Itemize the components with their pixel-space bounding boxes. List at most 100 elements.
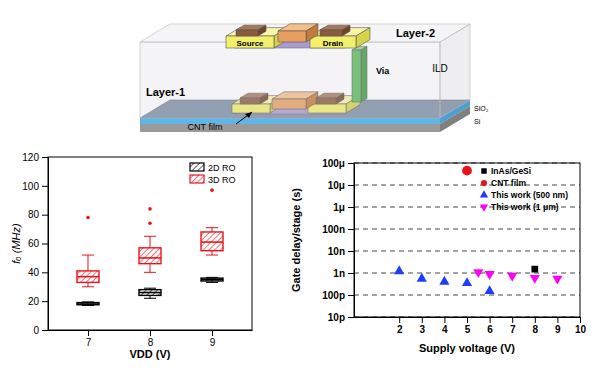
point bbox=[473, 269, 483, 278]
y-tick: 10μ bbox=[328, 180, 354, 191]
point bbox=[531, 266, 538, 273]
outlier bbox=[148, 207, 152, 211]
x-tick-label: 5 bbox=[465, 324, 471, 335]
whisker-cap bbox=[82, 286, 94, 287]
x-tick-label: 9 bbox=[210, 337, 216, 348]
y-tick-mark bbox=[348, 273, 354, 274]
box bbox=[139, 290, 161, 296]
plot-frame bbox=[48, 157, 252, 330]
x-tick: 9 bbox=[210, 330, 216, 348]
y-tick-mark bbox=[348, 163, 354, 164]
legend: 2D RO 3D RO bbox=[190, 163, 236, 185]
y-tick-mark bbox=[348, 295, 354, 296]
x-tick-mark bbox=[535, 317, 536, 323]
y-axis-line bbox=[354, 164, 355, 318]
whisker-cap bbox=[144, 272, 156, 273]
whisker-cap bbox=[206, 227, 218, 228]
x-tick: 8 bbox=[533, 317, 539, 335]
whisker bbox=[87, 255, 88, 271]
y-tick: 100n bbox=[322, 224, 354, 235]
x-tick-mark bbox=[467, 317, 468, 323]
point bbox=[507, 273, 517, 282]
diagram-label: Layer-2 bbox=[396, 27, 435, 39]
x-tick-label: 8 bbox=[533, 324, 539, 335]
y-tick-mark bbox=[42, 272, 48, 273]
y-tick-label: 10μ bbox=[328, 180, 345, 191]
legend-label: 2D RO bbox=[208, 163, 236, 173]
x-tick-mark bbox=[399, 317, 400, 323]
x-tick: 9 bbox=[555, 317, 561, 335]
gate-2-side bbox=[306, 24, 318, 42]
diagram-label: Source bbox=[236, 39, 264, 48]
diagram-label: Layer-1 bbox=[146, 86, 185, 98]
point bbox=[417, 273, 427, 282]
y-tick: 100p bbox=[322, 290, 354, 301]
scatter-chart: 234567891010p100p1n10n100n1μ10μ100μSuppl… bbox=[290, 158, 586, 354]
contact-2a-front bbox=[236, 30, 258, 36]
legend-swatch bbox=[190, 163, 204, 171]
y-tick-label: 1μ bbox=[333, 202, 345, 213]
x-tick-mark bbox=[422, 317, 423, 323]
x-axis-title: Supply voltage (V) bbox=[419, 342, 515, 354]
grid-line bbox=[354, 295, 580, 296]
box-chart: 020406080100120789VDD (V)fₒ (MHz)2D RO3D… bbox=[10, 152, 253, 360]
y-tick: 120 bbox=[22, 152, 48, 163]
legend-label: 3D RO bbox=[208, 175, 236, 185]
legend-swatch bbox=[190, 175, 204, 183]
y-tick: 1μ bbox=[333, 202, 354, 213]
legend-marker bbox=[481, 168, 486, 173]
x-tick: 6 bbox=[487, 317, 493, 335]
y-tick-mark bbox=[42, 186, 48, 187]
y-tick: 20 bbox=[28, 296, 48, 307]
drain-2-front bbox=[310, 36, 356, 48]
x-tick-label: 7 bbox=[510, 324, 516, 335]
whisker bbox=[150, 236, 151, 248]
contact-2a-side bbox=[258, 25, 266, 36]
y-tick-label: 10p bbox=[328, 312, 345, 323]
y-tick-label: 10n bbox=[328, 246, 345, 257]
box bbox=[201, 278, 223, 281]
ild-front bbox=[140, 42, 440, 118]
point bbox=[485, 271, 495, 280]
sio2-front bbox=[140, 118, 440, 124]
y-tick-mark bbox=[348, 317, 354, 318]
y-tick-mark bbox=[42, 330, 48, 331]
x-tick-label: 8 bbox=[148, 337, 154, 348]
boxes bbox=[77, 188, 223, 305]
point bbox=[552, 276, 562, 285]
legend-marker bbox=[481, 180, 487, 186]
x-tick-label: 4 bbox=[442, 324, 448, 335]
grid bbox=[354, 163, 580, 317]
y-tick-label: 100μ bbox=[322, 158, 345, 169]
point bbox=[439, 276, 449, 285]
box bbox=[139, 248, 161, 264]
whisker bbox=[150, 264, 151, 273]
whisker-cap bbox=[206, 255, 218, 256]
y-tick-mark bbox=[348, 185, 354, 186]
diagram-label: SiO₂ bbox=[474, 105, 489, 112]
box bbox=[77, 271, 99, 283]
x-tick-label: 10 bbox=[575, 324, 587, 335]
point bbox=[485, 285, 495, 294]
x-tick: 8 bbox=[148, 330, 154, 348]
diagram-label: CNT film bbox=[188, 122, 223, 132]
contact-2b-front bbox=[320, 30, 342, 36]
y-tick-mark bbox=[42, 157, 48, 158]
whisker-cap bbox=[82, 255, 94, 256]
y-tick-label: 80 bbox=[28, 209, 40, 220]
y-axis-line bbox=[48, 158, 49, 331]
y-tick-label: 100p bbox=[322, 290, 345, 301]
diagram-label: Si bbox=[474, 118, 481, 125]
x-tick-mark bbox=[444, 317, 445, 323]
median bbox=[201, 279, 223, 281]
median bbox=[139, 257, 161, 259]
y-tick: 10n bbox=[328, 246, 354, 257]
outlier bbox=[210, 188, 214, 192]
figure: Layer-2SourceDrainViaILDLayer-1CNT filmS… bbox=[0, 0, 595, 368]
y-tick-label: 100n bbox=[322, 224, 345, 235]
y-tick-label: 100 bbox=[22, 181, 39, 192]
y-tick: 10p bbox=[328, 312, 354, 323]
diagram-label: Via bbox=[376, 66, 390, 76]
x-tick-mark bbox=[150, 330, 151, 336]
x-tick-mark bbox=[212, 330, 213, 336]
